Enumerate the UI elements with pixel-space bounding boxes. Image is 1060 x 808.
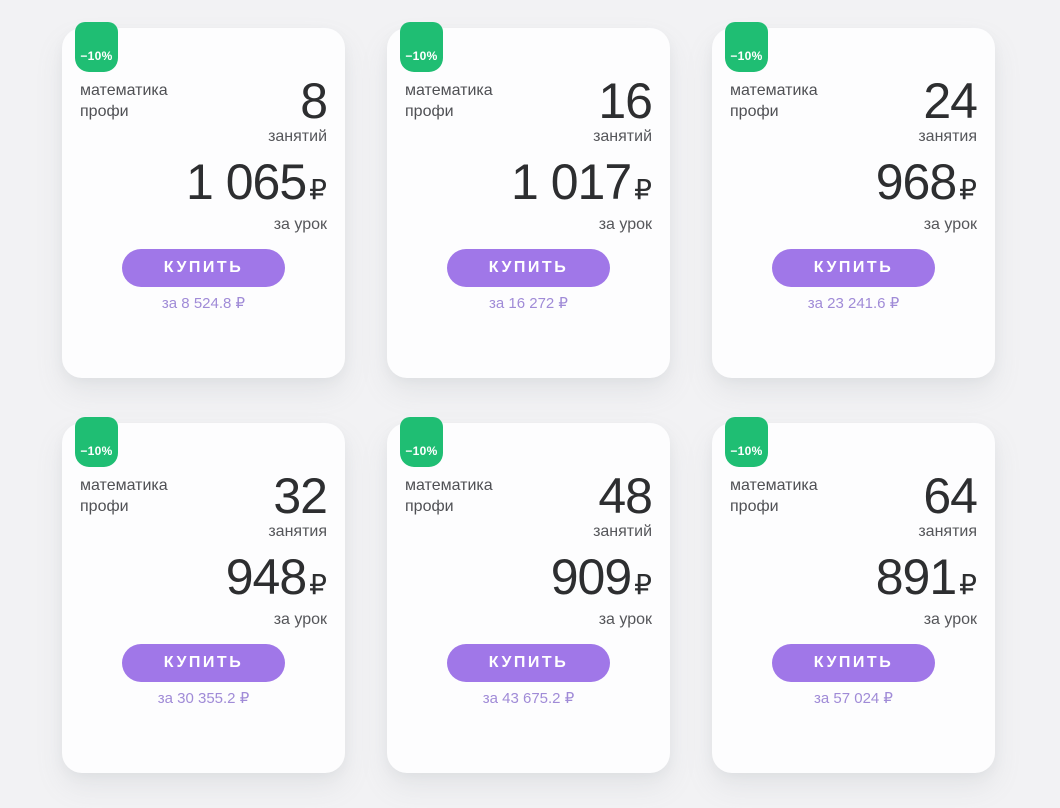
course-name: математика профи <box>730 477 818 515</box>
lessons-count-label: занятий <box>593 523 652 540</box>
total-price: за 57 024 ₽ <box>814 690 893 707</box>
price-per-lesson: 891 ₽ <box>876 551 977 611</box>
price-per-lesson-label: за урок <box>273 216 327 233</box>
ruble-sign: ₽ <box>634 174 652 205</box>
lessons-count-block: 24 занятия <box>918 73 978 146</box>
pricing-card-48-lessons: −10% математика профи 48 занятий 909 ₽ за… <box>387 417 670 773</box>
price-block: 1 065 ₽ за урок <box>186 156 327 234</box>
lessons-count: 32 <box>273 468 328 524</box>
ruble-sign: ₽ <box>959 174 977 205</box>
course-name: математика профи <box>730 82 818 120</box>
price-per-lesson: 1 065 ₽ <box>186 156 327 216</box>
lessons-count: 24 <box>923 73 978 129</box>
price-per-lesson: 948 ₽ <box>226 551 327 611</box>
lessons-count: 8 <box>300 73 328 129</box>
pricing-card-32-lessons: −10% математика профи 32 занятия 948 ₽ за… <box>62 417 345 773</box>
price-block: 1 017 ₽ за урок <box>511 156 652 234</box>
price-block: 891 ₽ за урок <box>876 551 977 629</box>
buy-button[interactable]: КУПИТЬ <box>772 249 935 287</box>
total-price: за 8 524.8 ₽ <box>161 295 246 312</box>
lessons-count-label: занятия <box>918 523 977 540</box>
price-per-lesson-label: за урок <box>273 611 327 628</box>
pricing-card-16-lessons: −10% математика профи 16 занятий 1 017 ₽ … <box>387 22 670 378</box>
discount-badge: −10% <box>400 22 443 72</box>
price-per-lesson: 968 ₽ <box>876 156 977 216</box>
lessons-count-block: 64 занятия <box>918 468 978 541</box>
price-block: 909 ₽ за урок <box>551 551 652 629</box>
pricing-grid: −10% математика профи 8 занятий 1 065 ₽ з… <box>62 22 995 773</box>
discount-badge: −10% <box>75 22 118 72</box>
price-per-lesson: 909 ₽ <box>551 551 652 611</box>
price-block: 968 ₽ за урок <box>876 156 977 234</box>
lessons-count-label: занятия <box>918 128 977 145</box>
lessons-count-block: 32 занятия <box>268 468 328 541</box>
price-value: 891 <box>875 549 957 605</box>
lessons-count: 16 <box>598 73 653 129</box>
price-per-lesson-label: за урок <box>923 216 977 233</box>
price-value: 1 017 <box>511 154 632 210</box>
course-name: математика профи <box>405 477 493 515</box>
buy-button[interactable]: КУПИТЬ <box>447 644 610 682</box>
price-block: 948 ₽ за урок <box>226 551 327 629</box>
course-name: математика профи <box>405 82 493 120</box>
buy-button[interactable]: КУПИТЬ <box>122 249 285 287</box>
lessons-count-block: 8 занятий <box>268 73 328 146</box>
ruble-sign: ₽ <box>634 569 652 600</box>
ruble-sign: ₽ <box>959 569 977 600</box>
price-per-lesson-label: за урок <box>923 611 977 628</box>
price-value: 1 065 <box>186 154 307 210</box>
price-per-lesson: 1 017 ₽ <box>511 156 652 216</box>
course-name: математика профи <box>80 477 168 515</box>
discount-badge: −10% <box>725 417 768 467</box>
course-name: математика профи <box>80 82 168 120</box>
pricing-card-64-lessons: −10% математика профи 64 занятия 891 ₽ за… <box>712 417 995 773</box>
ruble-sign: ₽ <box>309 569 327 600</box>
buy-button[interactable]: КУПИТЬ <box>447 249 610 287</box>
total-price: за 23 241.6 ₽ <box>807 295 900 312</box>
total-price: за 43 675.2 ₽ <box>482 690 575 707</box>
price-value: 948 <box>225 549 307 605</box>
price-per-lesson-label: за урок <box>598 611 652 628</box>
lessons-count-block: 16 занятий <box>593 73 653 146</box>
price-value: 909 <box>550 549 632 605</box>
lessons-count-label: занятий <box>593 128 652 145</box>
lessons-count-label: занятия <box>268 523 327 540</box>
total-price: за 30 355.2 ₽ <box>157 690 250 707</box>
price-per-lesson-label: за урок <box>598 216 652 233</box>
pricing-card-8-lessons: −10% математика профи 8 занятий 1 065 ₽ з… <box>62 22 345 378</box>
lessons-count-label: занятий <box>268 128 327 145</box>
price-value: 968 <box>875 154 957 210</box>
discount-badge: −10% <box>725 22 768 72</box>
total-price: за 16 272 ₽ <box>489 295 568 312</box>
buy-button[interactable]: КУПИТЬ <box>772 644 935 682</box>
lessons-count: 48 <box>598 468 653 524</box>
discount-badge: −10% <box>75 417 118 467</box>
buy-button[interactable]: КУПИТЬ <box>122 644 285 682</box>
pricing-card-24-lessons: −10% математика профи 24 занятия 968 ₽ за… <box>712 22 995 378</box>
lessons-count-block: 48 занятий <box>593 468 653 541</box>
ruble-sign: ₽ <box>309 174 327 205</box>
lessons-count: 64 <box>923 468 978 524</box>
discount-badge: −10% <box>400 417 443 467</box>
